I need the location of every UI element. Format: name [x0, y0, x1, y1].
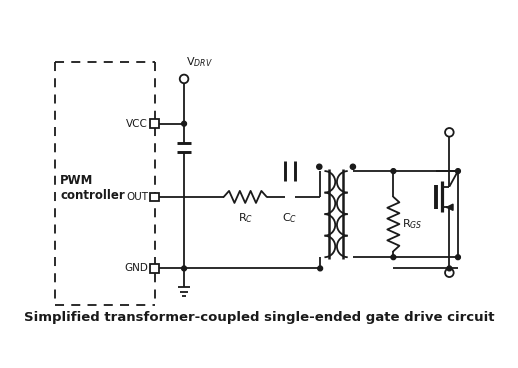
Circle shape: [318, 266, 323, 271]
Text: VCC: VCC: [126, 119, 148, 129]
Text: GND: GND: [124, 263, 148, 273]
Circle shape: [391, 255, 396, 260]
Text: R$_C$: R$_C$: [238, 211, 253, 224]
Circle shape: [455, 255, 461, 260]
Circle shape: [391, 169, 396, 173]
Text: C$_C$: C$_C$: [282, 211, 298, 224]
Circle shape: [455, 169, 461, 173]
Circle shape: [182, 266, 186, 271]
Bar: [150, 264, 159, 273]
Text: V$_{DRV}$: V$_{DRV}$: [186, 55, 213, 68]
Circle shape: [316, 164, 322, 169]
Text: OUT: OUT: [126, 192, 148, 202]
Circle shape: [447, 266, 452, 271]
Text: PWM
controller: PWM controller: [60, 174, 125, 202]
Text: R$_{GS}$: R$_{GS}$: [402, 217, 423, 231]
Bar: [150, 192, 159, 201]
Bar: [150, 119, 159, 128]
Circle shape: [350, 164, 355, 169]
Circle shape: [182, 121, 186, 126]
Text: Simplified transformer-coupled single-ended gate drive circuit: Simplified transformer-coupled single-en…: [24, 311, 494, 323]
